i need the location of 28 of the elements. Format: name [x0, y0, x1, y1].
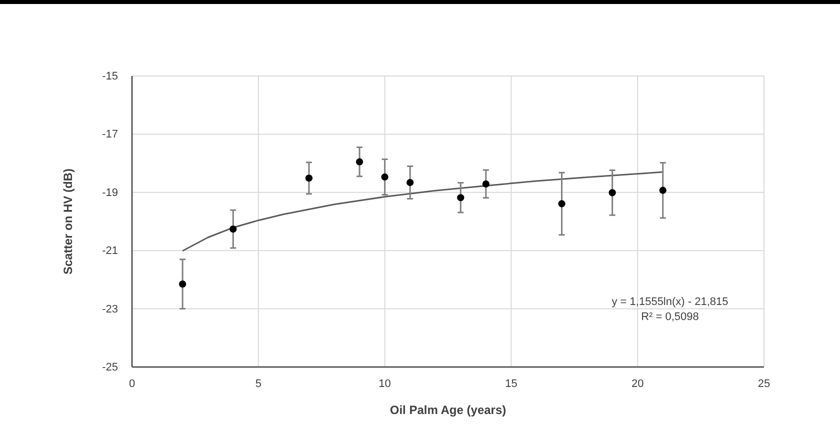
- point: [558, 200, 566, 208]
- x-tick-label: 20: [631, 378, 644, 390]
- x-tick-label: 0: [128, 378, 136, 390]
- x-tick-label: 5: [255, 378, 262, 390]
- annotation: R² = 0,5098: [641, 311, 699, 323]
- y-axis-title: Scatter on HV (dB): [61, 168, 75, 275]
- point: [381, 173, 388, 181]
- x-tick-label: 10: [378, 378, 391, 390]
- y-tick-label: -25: [102, 362, 118, 374]
- point: [230, 226, 237, 233]
- point: [457, 194, 464, 202]
- annotation: y = 1,1555ln(x) - 21,815: [612, 296, 728, 308]
- line-series: [182, 171, 664, 252]
- x-tick-label: 25: [758, 378, 770, 390]
- x-tick-label: 15: [505, 378, 518, 390]
- y-tick-label: -23: [102, 303, 118, 316]
- point: [356, 158, 364, 166]
- y-tick-label: -15: [102, 70, 118, 83]
- y-tick-label: -19: [102, 186, 118, 199]
- y-tick-label: -21: [102, 245, 118, 258]
- point: [482, 180, 490, 188]
- point: [178, 280, 186, 288]
- point: [406, 178, 414, 186]
- point: [659, 186, 666, 194]
- point: [608, 189, 616, 196]
- point: [305, 174, 313, 182]
- x-axis-title: Oil Palm Age (years): [390, 403, 506, 417]
- y-tick-label: -17: [102, 128, 118, 141]
